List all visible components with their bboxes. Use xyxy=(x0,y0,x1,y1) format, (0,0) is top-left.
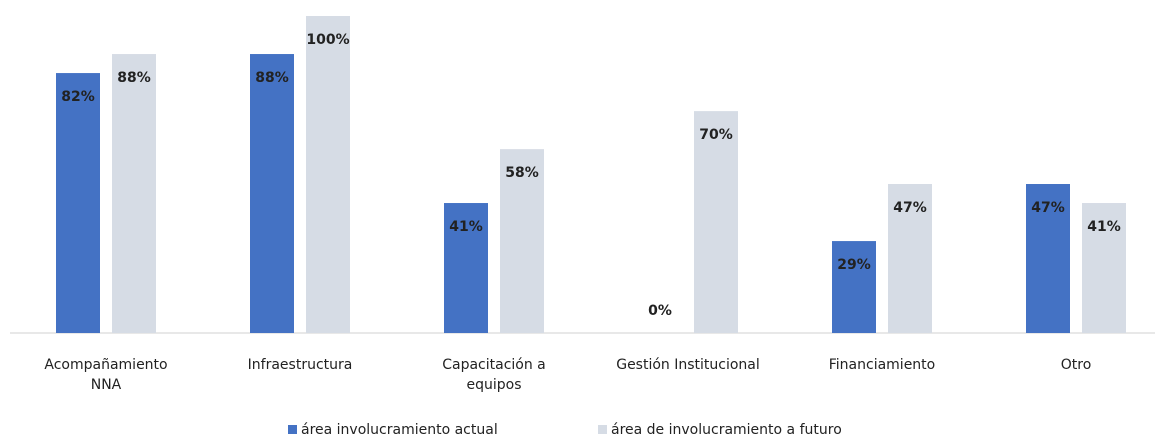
data-label: 29% xyxy=(837,257,871,273)
data-label: 0% xyxy=(648,303,672,319)
x-tick-label: Gestión Institucional xyxy=(616,357,760,373)
data-label: 88% xyxy=(255,70,289,86)
label-line: Capacitación a xyxy=(442,357,546,373)
label-line: NNA xyxy=(91,377,122,393)
data-label: 41% xyxy=(1087,219,1121,235)
bar xyxy=(56,73,100,333)
label-line: Acompañamiento xyxy=(44,357,167,373)
bar xyxy=(444,203,488,333)
bar xyxy=(112,54,156,333)
bar xyxy=(888,184,932,333)
legend-label: área de involucramiento a futuro xyxy=(611,422,842,437)
label-line: equipos xyxy=(466,377,521,393)
data-label: 47% xyxy=(893,200,927,216)
data-label: 100% xyxy=(306,32,349,48)
x-tick-label: Acompañamiento NNA xyxy=(44,357,167,393)
x-tick-label: Financiamiento xyxy=(829,357,935,373)
x-tick-label: Infraestructura xyxy=(248,357,353,373)
x-tick-label: Otro xyxy=(1061,357,1092,373)
bar xyxy=(306,16,350,333)
data-label: 82% xyxy=(61,89,95,105)
legend-swatch xyxy=(598,425,607,434)
bar xyxy=(832,241,876,333)
x-tick-label: Capacitación a equipos xyxy=(442,357,546,393)
data-label: 58% xyxy=(505,165,539,181)
data-label: 70% xyxy=(699,127,733,143)
legend-label: área involucramiento actual xyxy=(301,422,498,437)
bar xyxy=(694,111,738,333)
bar xyxy=(250,54,294,333)
data-label: 88% xyxy=(117,70,151,86)
data-label: 41% xyxy=(449,219,483,235)
bar xyxy=(1026,184,1070,333)
data-label: 47% xyxy=(1031,200,1065,216)
legend-swatch xyxy=(288,425,297,434)
bar xyxy=(1082,203,1126,333)
bar xyxy=(500,149,544,333)
